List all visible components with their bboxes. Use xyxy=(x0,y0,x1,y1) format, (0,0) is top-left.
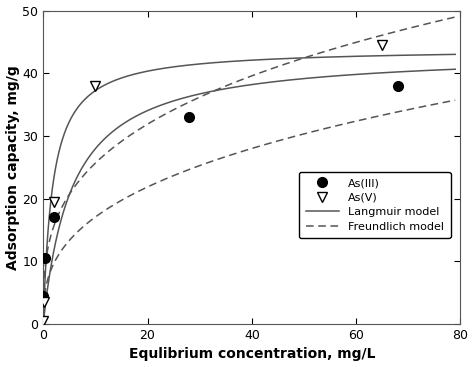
Line: As(III): As(III) xyxy=(38,81,403,301)
Line: As(V): As(V) xyxy=(38,40,387,326)
As(III) xyxy=(51,215,56,219)
As(V) xyxy=(51,200,56,204)
X-axis label: Equlibrium concentration, mg/L: Equlibrium concentration, mg/L xyxy=(128,348,375,361)
As(V) xyxy=(379,43,385,47)
As(III) xyxy=(186,115,192,119)
As(III) xyxy=(41,294,46,298)
Y-axis label: Adsorption capacity, mg/g: Adsorption capacity, mg/g xyxy=(6,65,19,270)
As(III) xyxy=(42,256,47,261)
As(III) xyxy=(395,84,401,88)
As(V) xyxy=(41,319,46,323)
As(V) xyxy=(92,84,98,88)
As(V) xyxy=(41,300,47,304)
Legend: As(III), As(V), Langmuir model, Freundlich model: As(III), As(V), Langmuir model, Freundli… xyxy=(299,172,451,238)
